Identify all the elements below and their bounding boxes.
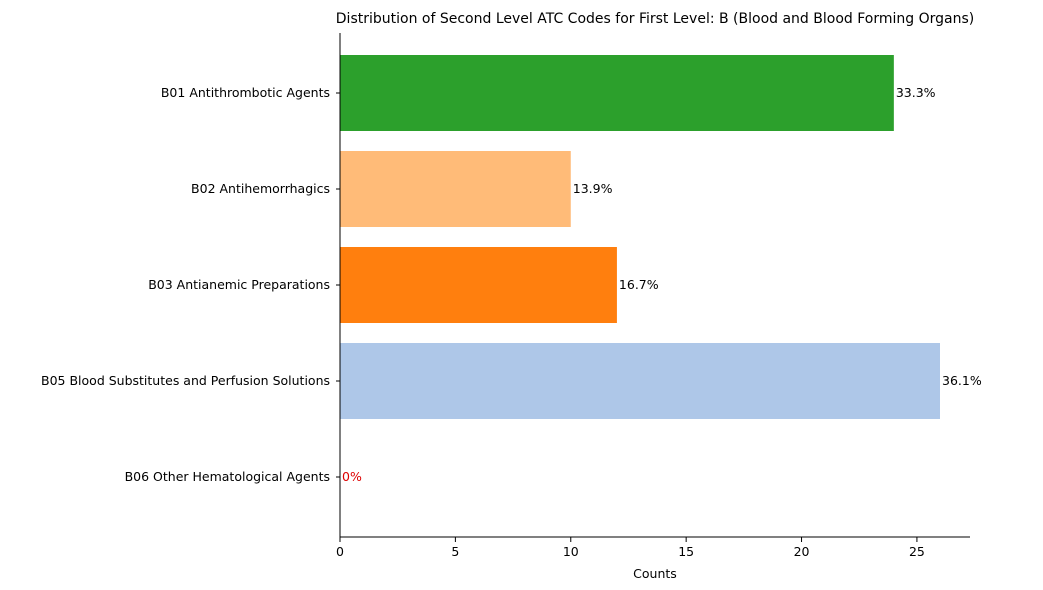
data-label-2: 13.9% [573,181,613,196]
x-tick-label-25: 25 [909,544,925,559]
category-label-4: B05 Blood Substitutes and Perfusion Solu… [41,373,330,388]
x-axis-label: Counts [633,566,677,581]
category-label-5: B06 Other Hematological Agents [125,469,330,484]
bar-2 [340,151,571,227]
category-label-3: B03 Antianemic Preparations [148,277,330,292]
y-axis: B01 Antithrombotic Agents B02 Antihemorrh… [41,33,341,537]
category-label-1: B01 Antithrombotic Agents [161,85,330,100]
data-label-3: 16.7% [619,277,659,292]
x-tick-label-15: 15 [678,544,694,559]
data-label-4: 36.1% [942,373,982,388]
bar-3 [340,247,617,323]
data-label-5: 0% [342,469,362,484]
x-axis: 0 5 10 15 20 25 [336,536,970,559]
data-label-1: 33.3% [896,85,936,100]
x-tick-label-5: 5 [451,544,459,559]
bar-1 [340,55,894,131]
x-tick-label-20: 20 [794,544,810,559]
bars-group: 33.3% 13.9% 16.7% 36.1% 0% [340,55,982,484]
chart-title: Distribution of Second Level ATC Codes f… [336,11,974,27]
x-tick-label-0: 0 [336,544,344,559]
bar-4 [340,343,940,419]
x-tick-label-10: 10 [563,544,579,559]
category-label-2: B02 Antihemorrhagics [191,181,330,196]
